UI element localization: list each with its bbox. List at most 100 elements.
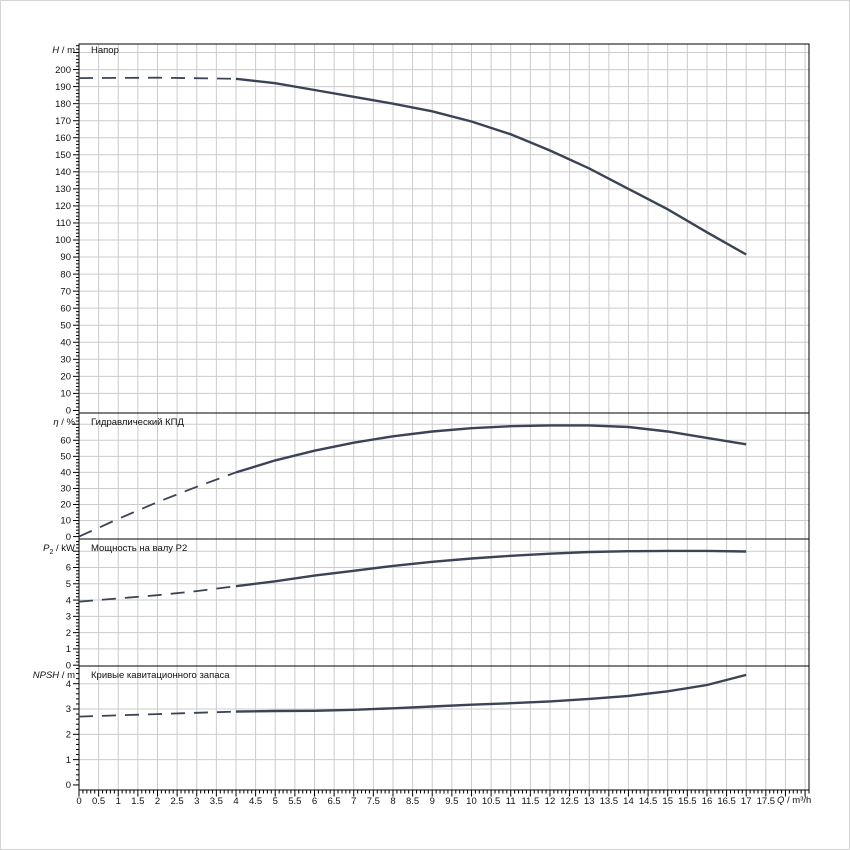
svg-text:1: 1 [66,644,71,655]
y-axis-caption-efficiency: η / % [1,417,75,432]
svg-text:60: 60 [60,303,71,314]
x-ticks [78,790,810,797]
curve-efficiency-dashed [78,471,237,538]
y-axis-caption-power: P2 / kW [1,543,75,558]
svg-text:9: 9 [430,796,435,807]
svg-text:10: 10 [60,516,71,527]
svg-text:150: 150 [55,150,71,161]
svg-text:40: 40 [60,337,71,348]
svg-text:4: 4 [66,595,71,606]
axis-symbol-h: H [52,45,60,56]
y-ticks-head [73,45,79,411]
svg-text:14: 14 [623,796,634,807]
svg-text:0.5: 0.5 [92,796,105,807]
panel-title-efficiency: Гидравлический КПД [91,417,184,428]
svg-text:3.5: 3.5 [210,796,223,807]
axis-symbol-q: Q [777,795,785,806]
svg-text:17.5: 17.5 [757,796,776,807]
svg-text:0: 0 [66,406,71,417]
y-ticks-efficiency [73,414,79,538]
axis-symbol-p2: P [43,543,50,554]
svg-text:3: 3 [194,796,199,807]
svg-text:10: 10 [60,389,71,400]
axis-unit: / m³/h [784,795,812,806]
svg-text:180: 180 [55,99,71,110]
svg-text:30: 30 [60,484,71,495]
axis-symbol-npsh: NPSH [32,670,60,681]
svg-text:20: 20 [60,500,71,511]
svg-text:1: 1 [66,755,71,766]
panel-title-power: Мощность на валу P2 [91,543,188,554]
svg-text:11.5: 11.5 [521,796,539,807]
svg-text:50: 50 [60,320,71,331]
curve-efficiency-solid [235,424,747,474]
svg-text:15.5: 15.5 [678,796,697,807]
svg-text:6.5: 6.5 [327,796,340,807]
svg-text:20: 20 [60,372,71,383]
svg-text:9.5: 9.5 [445,796,458,807]
svg-text:12: 12 [545,796,556,807]
y-tick-labels-power: 0 1 2 3 4 5 6 [66,563,71,672]
panel-title-npsh: Кривые кавитационного запаса [91,670,230,681]
svg-text:0: 0 [66,780,71,791]
svg-text:2: 2 [155,796,160,807]
horizontal-gridlines-power [79,550,809,650]
svg-text:5.5: 5.5 [288,796,301,807]
svg-text:0: 0 [66,660,71,671]
svg-text:120: 120 [55,201,71,212]
svg-text:70: 70 [60,286,71,297]
svg-text:14.5: 14.5 [639,796,658,807]
y-ticks-npsh [73,668,79,786]
panel-frame-power [78,538,810,667]
svg-text:1.5: 1.5 [131,796,144,807]
y-axis-caption-head: H / m [1,45,75,60]
svg-text:4.5: 4.5 [249,796,262,807]
y-tick-labels-head: 0 10 20 30 40 50 60 70 80 90 100 110 120 130 140 150 160… [55,65,71,417]
svg-text:8: 8 [390,796,395,807]
svg-text:3: 3 [66,704,71,715]
svg-text:8.5: 8.5 [406,796,419,807]
svg-text:110: 110 [56,218,71,229]
svg-text:160: 160 [55,133,71,144]
y-tick-labels-efficiency: 0 10 20 30 40 50 60 [60,435,71,542]
svg-text:190: 190 [55,82,71,93]
svg-text:100: 100 [55,235,71,246]
svg-text:16.5: 16.5 [717,796,736,807]
curve-head-solid [235,77,747,256]
svg-text:5: 5 [273,796,278,807]
svg-text:2.5: 2.5 [171,796,184,807]
axis-subscript: 2 [49,548,54,556]
svg-text:16: 16 [702,796,713,807]
svg-text:2: 2 [66,628,71,639]
svg-text:4: 4 [233,796,238,807]
svg-text:13.5: 13.5 [600,796,619,807]
svg-text:6: 6 [66,563,71,574]
panel-frame-npsh [78,665,810,791]
axis-symbol-eta: η [53,417,59,428]
horizontal-gridlines-head [79,52,809,394]
panel-title-head: Напор [91,45,119,56]
svg-text:130: 130 [55,184,71,195]
horizontal-gridlines-npsh [79,683,809,761]
horizontal-gridlines-efficiency [79,423,809,522]
axis-unit: / kW [53,543,75,554]
curve-power-dashed [78,585,237,603]
curve-npsh-dashed [78,710,237,718]
curve-npsh-solid [235,673,747,713]
svg-text:1: 1 [116,796,121,807]
svg-text:50: 50 [60,452,71,463]
svg-text:5: 5 [66,579,71,590]
svg-text:140: 140 [55,167,71,178]
svg-text:0: 0 [76,796,81,807]
svg-text:7.5: 7.5 [367,796,380,807]
curve-head-dashed [78,76,237,80]
curve-power-solid [235,549,747,588]
svg-text:11: 11 [506,796,516,807]
svg-text:3: 3 [66,612,71,623]
svg-text:90: 90 [60,252,71,263]
svg-text:30: 30 [60,355,71,366]
svg-text:80: 80 [60,269,71,280]
svg-text:12.5: 12.5 [560,796,579,807]
svg-text:13: 13 [584,796,595,807]
